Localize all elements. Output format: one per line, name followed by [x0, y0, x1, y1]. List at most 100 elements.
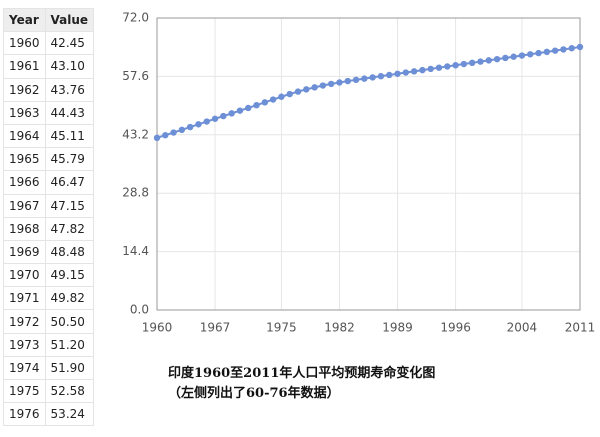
table-row: 1972 50.50	[3, 309, 95, 334]
point	[336, 79, 343, 86]
table-row: 1967 47.15	[3, 193, 95, 218]
x-tick-label: 1967	[200, 321, 231, 335]
x-tick-label: 1975	[266, 321, 297, 335]
x-tick-label: 2011	[565, 321, 596, 335]
point	[435, 64, 443, 71]
table-cell: 47.82	[44, 216, 95, 241]
point	[361, 75, 368, 82]
y-tick-label: 43.2	[122, 127, 149, 141]
x-tick-label: 2004	[507, 321, 538, 335]
table-row: 1976 53.24	[3, 402, 95, 427]
point	[162, 132, 169, 139]
point	[153, 134, 161, 142]
table-cell: 1969	[3, 239, 46, 265]
table-row: 1973 51.20	[3, 332, 95, 357]
point	[311, 84, 318, 91]
table-row: 1965 45.79	[3, 147, 95, 172]
point	[460, 60, 468, 68]
point	[493, 55, 501, 63]
point	[576, 43, 584, 51]
point	[377, 72, 385, 80]
point	[344, 77, 351, 85]
table-cell: 1960	[3, 31, 46, 56]
point	[352, 76, 360, 84]
point	[510, 53, 517, 60]
table-row: 1961 43.10	[3, 54, 95, 79]
table-cell: 53.24	[44, 402, 95, 427]
table-header: Year	[3, 7, 46, 33]
point	[186, 123, 194, 131]
table-cell: 42.45	[44, 31, 95, 56]
point	[303, 86, 310, 93]
point	[327, 80, 335, 88]
x-tick-label: 1960	[142, 321, 173, 335]
point	[551, 47, 559, 54]
point	[485, 57, 492, 64]
table-row: 1963 44.43	[3, 100, 95, 125]
x-tick-label: 1982	[324, 321, 355, 335]
point	[394, 70, 401, 77]
point	[386, 71, 393, 79]
point	[195, 121, 202, 128]
point	[568, 45, 575, 52]
table-row: 1968 47.82	[3, 216, 95, 241]
point	[261, 99, 269, 106]
point	[402, 69, 410, 76]
point	[253, 101, 260, 109]
table-cell: 1962	[3, 77, 46, 102]
table-row: 1969 48.48	[3, 239, 95, 265]
table-cell: 1973	[3, 332, 46, 357]
point	[278, 93, 285, 100]
y-tick-label: 0.0	[130, 303, 149, 317]
table-cell: 48.48	[44, 239, 95, 265]
point	[452, 62, 459, 69]
table-cell: 1970	[3, 263, 46, 288]
table-cell: 43.76	[44, 77, 95, 102]
table-cell: 52.58	[44, 378, 95, 404]
table-cell: 45.79	[44, 147, 95, 172]
point	[410, 68, 418, 75]
table-cell: 1967	[3, 193, 46, 218]
point	[245, 104, 252, 112]
table-cell: 1961	[3, 54, 46, 79]
table-row: 1975 52.58	[3, 378, 95, 404]
point	[527, 51, 534, 58]
point	[319, 82, 327, 89]
table-cell: 50.50	[44, 309, 95, 334]
point	[518, 52, 526, 59]
point	[203, 118, 210, 125]
table-row: 1974 51.90	[3, 355, 95, 381]
x-tick-label: 1996	[440, 321, 471, 335]
y-tick-label: 57.6	[122, 69, 149, 83]
line	[156, 46, 581, 139]
point	[477, 58, 484, 65]
point	[419, 66, 426, 74]
point	[427, 65, 434, 73]
table-cell: 46.47	[44, 170, 95, 195]
table-row: 1962 43.76	[3, 77, 95, 102]
point	[170, 129, 177, 136]
y-tick-label: 14.4	[122, 244, 149, 258]
plot-border	[156, 17, 581, 311]
point	[228, 110, 235, 117]
point	[269, 96, 277, 103]
table-cell: 1963	[3, 100, 46, 125]
point	[294, 88, 302, 95]
point	[444, 63, 451, 70]
table-cell: 1972	[3, 309, 46, 334]
point	[560, 46, 567, 53]
x-tick-label: 1989	[382, 321, 413, 335]
caption: 印度1960至2011年人口平均预期寿命变化图	[168, 366, 436, 381]
point	[236, 107, 244, 114]
y-tick-label: 72.0	[122, 11, 149, 25]
caption: （左侧列出了60-76年数据）	[168, 386, 340, 401]
point	[178, 126, 186, 134]
point	[543, 48, 551, 56]
y-tick-label: 28.8	[122, 186, 149, 200]
point	[369, 74, 376, 81]
table-cell: 51.20	[44, 332, 95, 357]
point	[220, 112, 227, 120]
table-cell: 44.43	[44, 100, 95, 125]
